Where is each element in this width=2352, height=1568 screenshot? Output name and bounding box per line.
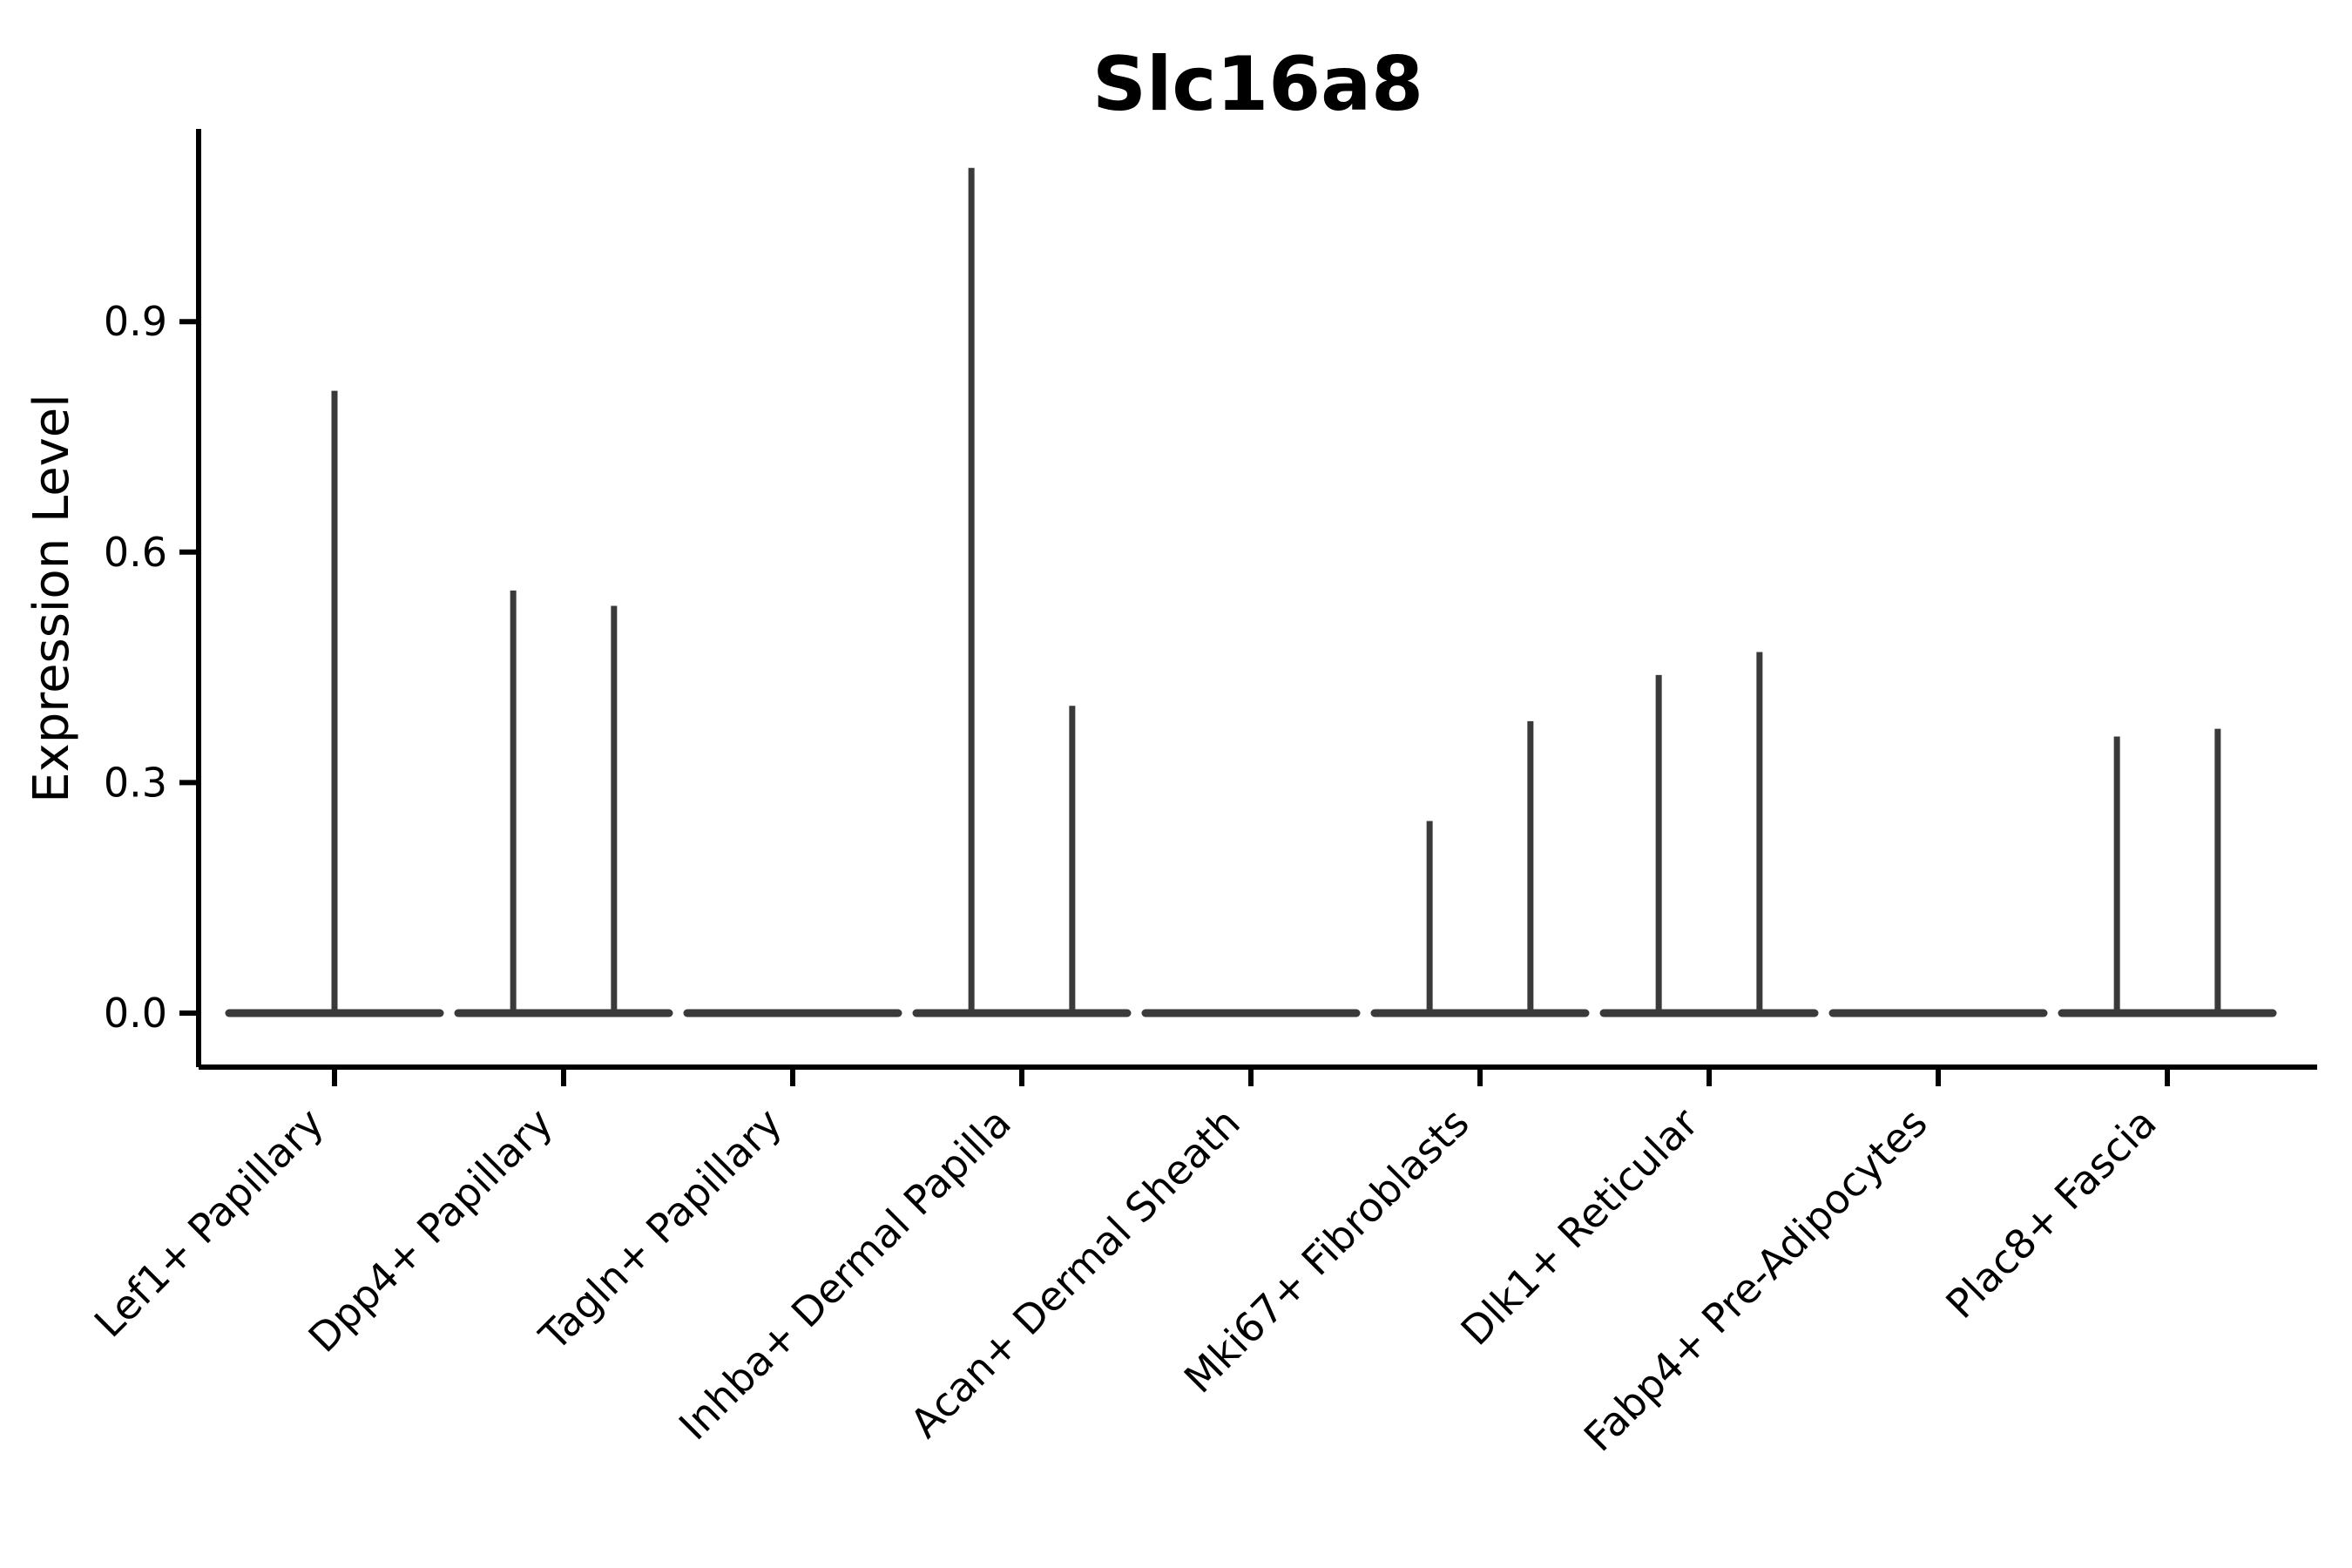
violin-7 bbox=[1599, 652, 1819, 1017]
y-tick-label: 0.3 bbox=[104, 759, 167, 806]
chart-title: Slc16a8 bbox=[1092, 41, 1423, 128]
x-tick-label: Plac8+ Fascia bbox=[1936, 1099, 2165, 1328]
violin-9 bbox=[2058, 728, 2277, 1017]
y-tick-label: 0.9 bbox=[104, 298, 167, 345]
x-tick-label: Dlk1+ Reticular bbox=[1452, 1099, 1707, 1355]
violin-1 bbox=[225, 390, 444, 1017]
x-tick-label: Tagln+ Papillary bbox=[530, 1099, 791, 1361]
y-tick-label: 0.6 bbox=[104, 529, 167, 576]
axes bbox=[179, 129, 2317, 1086]
y-tick-label: 0.0 bbox=[104, 990, 167, 1037]
violin-6 bbox=[1370, 720, 1590, 1017]
violin-4 bbox=[912, 167, 1132, 1017]
violin-2 bbox=[454, 590, 673, 1017]
violins bbox=[225, 167, 2277, 1017]
x-tick-label: Dpp4+ Papillary bbox=[300, 1099, 562, 1362]
y-axis-label: Expression Level bbox=[24, 394, 80, 803]
x-tick-label: Lef1+ Papillary bbox=[85, 1099, 333, 1347]
y-tick-labels: 0.0 0.3 0.6 0.9 bbox=[104, 298, 167, 1037]
